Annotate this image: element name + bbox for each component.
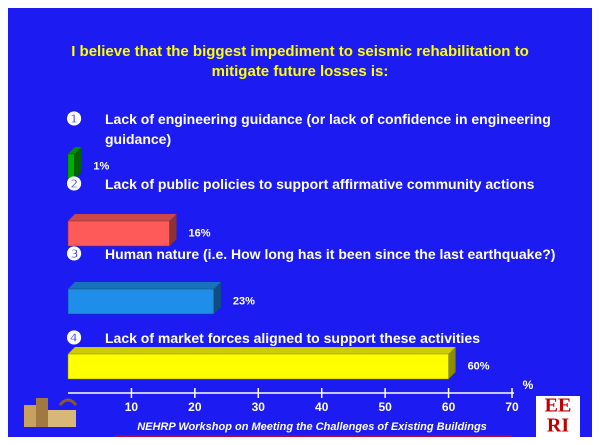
footer: NEHRP Workshop on Meeting the Challenges…	[137, 421, 487, 433]
data-label: 1%	[93, 160, 109, 172]
data-label: 16%	[188, 227, 210, 239]
category-label: Lack of market forces aligned to support…	[105, 330, 480, 346]
marker: ❷	[66, 174, 83, 194]
bar	[67, 288, 215, 315]
bar	[67, 353, 449, 380]
logo-text: EE	[545, 395, 572, 417]
x-tick-label: 40	[315, 400, 329, 414]
bar-top	[68, 214, 177, 221]
bar-top	[68, 282, 221, 289]
bar-top	[68, 347, 456, 354]
x-axis-label: %	[523, 378, 534, 392]
bar-side	[213, 282, 221, 314]
category-label: Lack of public policies to support affir…	[105, 176, 535, 192]
marker: ❹	[66, 328, 83, 348]
data-label: 60%	[468, 360, 490, 372]
x-tick-label: 60	[442, 400, 456, 414]
x-tick-label: 10	[125, 400, 139, 414]
bar-side	[448, 347, 456, 379]
bar-side	[74, 147, 82, 179]
chart-title: I believe that the biggest impediment to…	[71, 43, 529, 80]
bar	[67, 153, 75, 180]
data-label: 23%	[233, 295, 255, 307]
atc-logo	[24, 398, 78, 427]
marker: ❸	[66, 244, 83, 264]
x-tick-label: 30	[252, 400, 266, 414]
eeri-logo	[536, 396, 580, 438]
x-tick-label: 70	[505, 400, 519, 414]
marker: ❶	[66, 109, 83, 129]
bar-top	[68, 147, 82, 154]
bar-side	[169, 214, 177, 246]
logo-text: RI	[547, 415, 569, 437]
category-label: Human nature (i.e. How long has it been …	[105, 246, 556, 262]
x-tick-label: 50	[378, 400, 392, 414]
bar	[67, 220, 170, 247]
category-label: Lack of engineering guidance (or lack of…	[105, 111, 551, 147]
x-tick-label: 20	[188, 400, 202, 414]
